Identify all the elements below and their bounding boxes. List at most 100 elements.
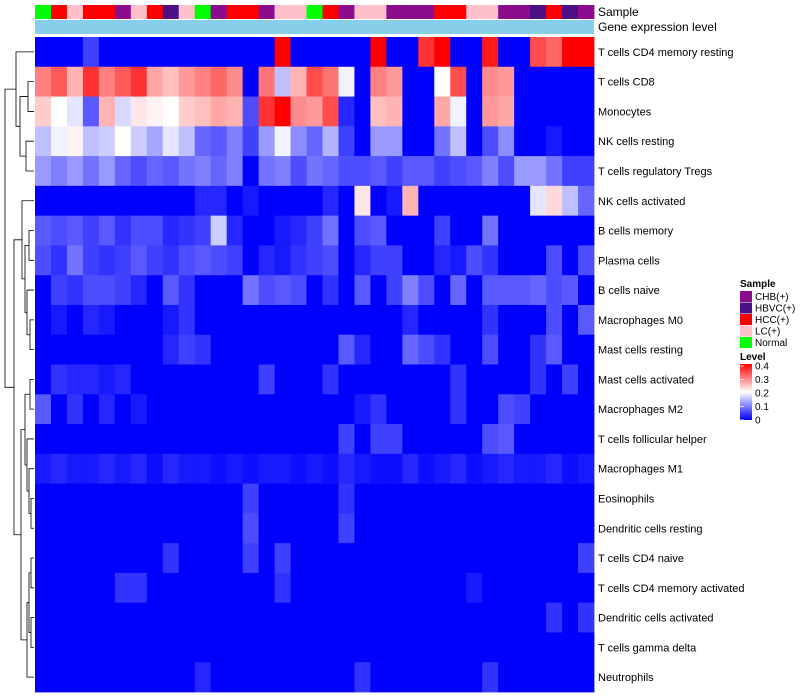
heatmap-cell (450, 662, 467, 693)
heatmap-cell (274, 66, 291, 97)
heatmap-cell (146, 543, 164, 574)
heatmap-cell (290, 394, 307, 425)
sample-annotation-cell (418, 5, 435, 19)
heatmap-cell (306, 304, 323, 336)
heatmap-cell (98, 156, 116, 187)
heatmap-cell (178, 156, 196, 187)
heatmap-cell (338, 424, 355, 455)
heatmap-cell (386, 602, 403, 633)
gene-expression-annotation-bar (35, 20, 594, 34)
heatmap-cell (130, 572, 148, 604)
heatmap-cell (322, 662, 339, 693)
heatmap-cell (35, 126, 52, 157)
heatmap-cell (562, 275, 579, 306)
heatmap-cell (578, 304, 595, 336)
heatmap-cell (466, 66, 483, 97)
heatmap-cell (418, 334, 435, 365)
heatmap-cell (338, 543, 355, 574)
heatmap-cell (210, 275, 228, 306)
heatmap-cell (35, 602, 52, 633)
heatmap-cell (242, 215, 259, 246)
heatmap-cell (130, 126, 148, 157)
heatmap-cell (82, 66, 100, 97)
heatmap-cell (322, 66, 339, 97)
heatmap-cell (578, 156, 595, 187)
heatmap-cell (354, 602, 371, 633)
heatmap-cell (290, 215, 307, 246)
heatmap-cell (242, 66, 259, 97)
heatmap-cell (35, 543, 52, 574)
sample-annotation-cell (66, 5, 84, 19)
sample-legend-swatch (740, 325, 752, 337)
heatmap-cell (274, 543, 291, 574)
heatmap-cell (35, 662, 52, 693)
heatmap-cell (178, 304, 196, 336)
level-legend-tick-label: 0.4 (755, 362, 769, 373)
heatmap-cell (514, 513, 531, 544)
heatmap-cell (66, 156, 84, 187)
heatmap-cell (194, 394, 212, 425)
sample-annotation-cell (226, 5, 244, 19)
heatmap-cell (578, 245, 595, 276)
heatmap-cell (546, 275, 563, 306)
heatmap-cell (210, 215, 228, 246)
heatmap-cell (482, 602, 499, 633)
heatmap-cell (498, 185, 515, 217)
heatmap-cell (290, 602, 307, 633)
heatmap-cell (306, 602, 323, 633)
heatmap-cell (338, 602, 355, 633)
heatmap-cell (258, 364, 275, 395)
heatmap-cell (82, 632, 100, 663)
heatmap-cell (338, 453, 355, 484)
heatmap-cell (418, 37, 435, 68)
heatmap-cell (258, 394, 275, 425)
sample-annotation-cell (130, 5, 148, 19)
heatmap-cell (482, 304, 499, 336)
heatmap-cell (338, 304, 355, 336)
heatmap-cell (178, 275, 196, 306)
heatmap-cell (578, 364, 595, 395)
heatmap-cell (290, 245, 307, 276)
heatmap-cell (290, 334, 307, 365)
heatmap-cell (194, 543, 212, 574)
heatmap-cell (114, 96, 132, 127)
heatmap-cell (466, 513, 483, 544)
heatmap-cell (146, 364, 164, 395)
heatmap-cell (35, 572, 52, 604)
heatmap-cell (274, 96, 291, 127)
heatmap-cell (450, 543, 467, 574)
heatmap-cell (146, 96, 164, 127)
heatmap-cell (354, 156, 371, 187)
sample-annotation-cell (562, 5, 579, 19)
heatmap-cell (82, 513, 100, 544)
heatmap-cell (210, 364, 228, 395)
heatmap-cell (50, 275, 68, 306)
heatmap-cell (498, 483, 515, 514)
heatmap-cell (482, 662, 499, 693)
heatmap-cell (242, 37, 259, 68)
heatmap-cell (450, 185, 467, 217)
heatmap-cell (418, 215, 435, 246)
heatmap-cell (98, 126, 116, 157)
heatmap-cell (210, 126, 228, 157)
heatmap-cell (322, 215, 339, 246)
row-label: T cells follicular helper (598, 434, 707, 446)
level-legend-tick-label: 0.3 (755, 375, 769, 386)
heatmap-cell (386, 37, 403, 68)
heatmap-cell (226, 632, 244, 663)
heatmap-cell (338, 513, 355, 544)
heatmap-cell (98, 245, 116, 276)
heatmap-cell (578, 37, 595, 68)
heatmap-cells (35, 37, 595, 693)
heatmap-cell (242, 334, 259, 365)
heatmap-cell (546, 483, 563, 514)
heatmap-cell (82, 453, 100, 484)
heatmap-cell (290, 364, 307, 395)
heatmap-cell (482, 364, 499, 395)
heatmap-cell (242, 126, 259, 157)
heatmap-cell (258, 602, 275, 633)
heatmap-cell (546, 37, 563, 68)
heatmap-cell (498, 424, 515, 455)
sample-annotation-cell (162, 5, 180, 19)
heatmap-cell (498, 215, 515, 246)
